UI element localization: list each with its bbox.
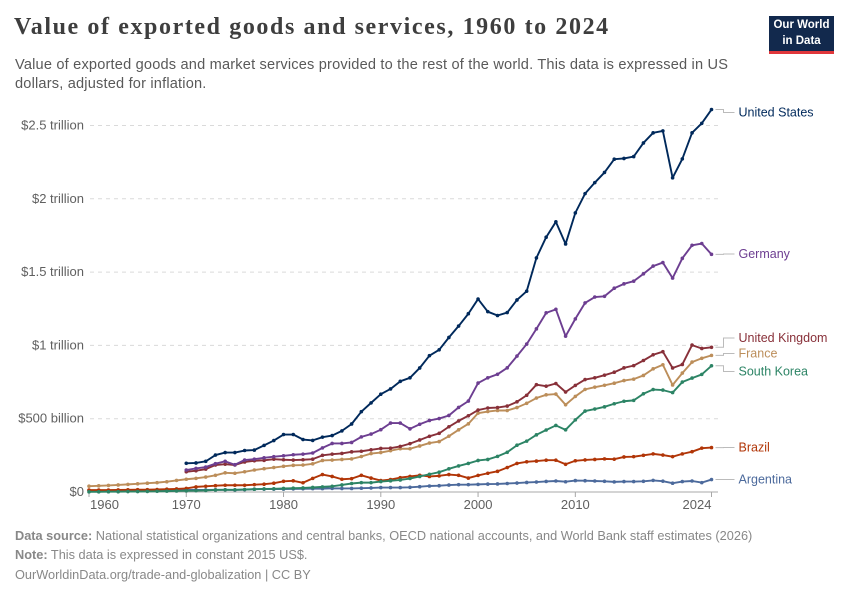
svg-text:$0: $0 [70, 484, 84, 499]
svg-text:$2.5 trillion: $2.5 trillion [21, 118, 84, 133]
svg-text:1970: 1970 [172, 497, 201, 512]
svg-text:United States: United States [739, 106, 814, 120]
svg-text:South Korea: South Korea [739, 365, 809, 379]
svg-text:Brazil: Brazil [739, 441, 770, 455]
svg-text:France: France [739, 347, 778, 361]
svg-text:1960: 1960 [90, 497, 119, 512]
svg-text:2024: 2024 [683, 497, 712, 512]
svg-text:$500 billion: $500 billion [18, 411, 84, 426]
svg-text:2010: 2010 [561, 497, 590, 512]
svg-text:$1 trillion: $1 trillion [32, 337, 84, 352]
svg-text:United Kingdom: United Kingdom [739, 331, 828, 345]
svg-text:$2 trillion: $2 trillion [32, 191, 84, 206]
svg-text:1980: 1980 [269, 497, 298, 512]
svg-text:Germany: Germany [739, 247, 791, 261]
svg-text:1990: 1990 [366, 497, 395, 512]
svg-text:Argentina: Argentina [739, 473, 793, 487]
svg-text:2000: 2000 [464, 497, 493, 512]
svg-text:$1.5 trillion: $1.5 trillion [21, 264, 84, 279]
